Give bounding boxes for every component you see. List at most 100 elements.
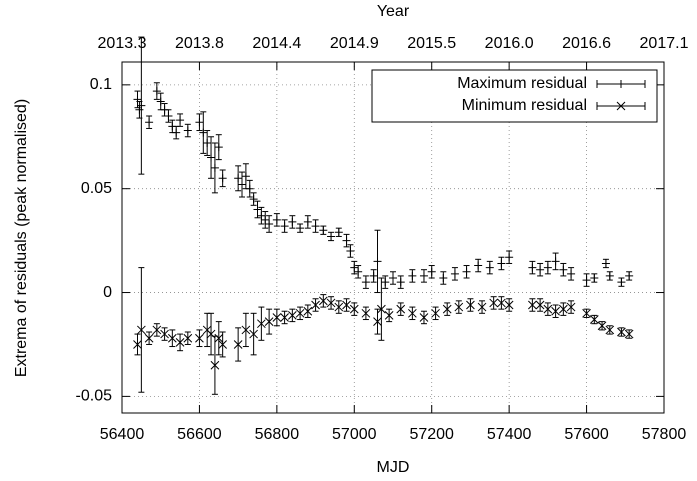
data-point xyxy=(427,265,436,279)
marker xyxy=(218,174,227,183)
data-point xyxy=(474,258,483,273)
data-point xyxy=(559,262,568,277)
data-point xyxy=(137,267,146,393)
legend-symbol xyxy=(596,80,646,88)
x-tick-label: 56400 xyxy=(100,426,145,443)
data-point xyxy=(543,302,553,316)
data-point xyxy=(582,308,591,318)
data-point xyxy=(439,271,448,285)
marker xyxy=(617,278,626,287)
marker xyxy=(241,325,251,335)
marker xyxy=(419,313,429,322)
marker xyxy=(280,222,289,231)
data-point xyxy=(195,113,204,132)
marker xyxy=(195,333,204,343)
data-point xyxy=(535,298,545,312)
data-point xyxy=(589,314,599,325)
marker xyxy=(137,325,146,335)
marker xyxy=(319,226,328,235)
marker xyxy=(346,247,355,255)
marker xyxy=(431,308,440,318)
marker xyxy=(350,263,359,272)
data-point xyxy=(489,296,499,310)
marker xyxy=(272,313,282,322)
marker xyxy=(233,340,243,349)
marker xyxy=(145,118,154,127)
marker xyxy=(203,139,212,147)
marker xyxy=(377,304,386,314)
data-point xyxy=(466,298,475,312)
data-point xyxy=(442,302,452,316)
marker xyxy=(210,360,220,370)
data-point xyxy=(176,113,185,127)
data-point xyxy=(419,310,429,325)
data-point xyxy=(605,325,615,335)
data-point xyxy=(497,296,506,310)
marker xyxy=(210,163,219,172)
data-point xyxy=(233,327,243,362)
data-point xyxy=(175,333,185,352)
marker xyxy=(605,325,615,335)
marker xyxy=(558,304,568,314)
y-tick-label: 0.05 xyxy=(81,180,112,197)
marker xyxy=(617,80,625,88)
marker xyxy=(543,304,553,314)
x-tick-label: 56600 xyxy=(177,426,222,443)
data-point xyxy=(625,271,634,281)
data-point xyxy=(152,82,161,100)
data-point xyxy=(566,300,576,314)
data-point xyxy=(361,306,371,321)
marker xyxy=(303,306,313,316)
data-point xyxy=(361,275,370,289)
data-point xyxy=(199,111,208,154)
marker xyxy=(582,276,591,285)
marker xyxy=(327,232,336,241)
marker xyxy=(311,300,320,310)
legend-box xyxy=(371,69,658,123)
data-point xyxy=(454,300,464,314)
marker xyxy=(381,278,390,287)
marker xyxy=(535,300,545,310)
marker xyxy=(152,87,161,96)
data-point xyxy=(528,260,537,275)
marker xyxy=(589,315,599,324)
marker xyxy=(152,325,162,335)
data-point xyxy=(617,327,626,337)
data-point xyxy=(582,273,591,287)
marker xyxy=(427,267,436,276)
marker xyxy=(396,278,405,287)
marker xyxy=(582,308,591,318)
data-point xyxy=(346,244,355,258)
data-point xyxy=(241,312,251,348)
marker xyxy=(183,333,193,343)
marker xyxy=(318,296,328,306)
data-point xyxy=(203,130,212,156)
marker xyxy=(354,267,363,276)
marker xyxy=(439,274,448,282)
marker xyxy=(536,265,545,274)
marker xyxy=(253,205,262,214)
data-point xyxy=(311,219,320,233)
data-point xyxy=(485,260,494,275)
marker xyxy=(272,215,281,224)
marker xyxy=(199,128,208,137)
marker xyxy=(559,265,568,274)
marker xyxy=(466,300,475,310)
marker xyxy=(349,304,359,314)
data-point xyxy=(207,136,216,179)
marker xyxy=(156,97,165,106)
data-point xyxy=(558,302,568,316)
marker xyxy=(214,333,224,343)
marker xyxy=(590,274,599,282)
marker xyxy=(361,308,371,318)
marker xyxy=(206,329,216,339)
marker xyxy=(361,278,370,287)
data-point xyxy=(408,269,417,283)
data-point xyxy=(334,300,344,314)
data-point xyxy=(497,256,506,271)
data-point xyxy=(280,219,289,233)
data-point xyxy=(253,200,262,219)
marker xyxy=(218,340,228,349)
data-point xyxy=(408,306,417,321)
marker xyxy=(396,304,406,314)
